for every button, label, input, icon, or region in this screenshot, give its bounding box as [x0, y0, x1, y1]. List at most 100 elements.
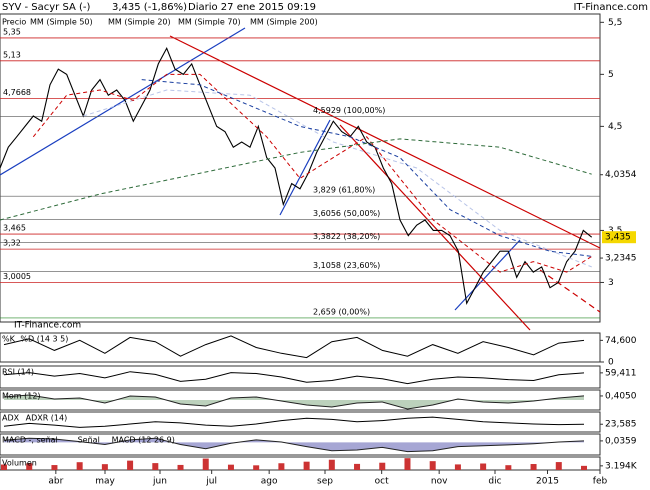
volume-bar [177, 464, 184, 470]
indicator-line [3, 416, 585, 428]
indicator-line [3, 335, 585, 359]
x-tick-label: dic [488, 477, 501, 487]
y-tick-label: 3,5 [608, 226, 622, 236]
x-tick-label: may [95, 477, 115, 487]
x-tick-label: jul [205, 477, 217, 487]
volume-bar [530, 464, 537, 470]
indicator-value: 3.194K [605, 461, 638, 471]
volume-bar [555, 462, 562, 470]
y-tick-label: 5,5 [608, 18, 622, 28]
price-line [0, 47, 593, 306]
legend-entry: MM (Simple 50) [30, 18, 93, 27]
indicator-panel [0, 389, 601, 411]
volume-bar [354, 463, 361, 470]
indicator-value: 59,411 [605, 368, 637, 378]
legend-entry: Precio [2, 18, 26, 27]
volume-bar [253, 465, 260, 470]
fib-label: 3,829 (61,80%) [313, 186, 375, 195]
last-price-box [602, 231, 636, 244]
source: IT-Finance.com [573, 2, 648, 13]
fib-label: 4,5929 (100,00%) [313, 106, 385, 115]
value-label: 4,0354 [605, 170, 637, 180]
level-label: 5,35 [3, 27, 21, 36]
volume-bar [480, 463, 487, 470]
watermark: IT-Finance.com [14, 321, 81, 331]
indicator-value: 23,585 [605, 420, 637, 430]
volume-bar [26, 463, 33, 470]
indicator-panel [0, 456, 601, 471]
y-tick-label: 0 [608, 358, 614, 368]
volume-bar [505, 465, 512, 470]
legend-entry: MM (Simple 200) [250, 18, 318, 27]
y-tick-label: 5 [608, 70, 614, 80]
x-tick-label: feb [593, 477, 608, 487]
fib-label: 3,6056 (50,00%) [313, 209, 380, 218]
volume-bar [127, 460, 134, 470]
x-tick-label: jun [152, 477, 167, 487]
last-price: 3,435 (-1,86%) [112, 2, 187, 13]
moving-average [83, 89, 592, 268]
trendline [339, 124, 531, 331]
indicator-line [3, 371, 585, 385]
level-label: 3,32 [3, 239, 21, 248]
y-tick-label: 3 [608, 278, 614, 288]
volume-bar [303, 461, 310, 470]
value-label: 3,2345 [605, 254, 637, 264]
moving-average [141, 79, 592, 257]
value-label: 3,435 [605, 233, 631, 243]
indicator-panel [0, 411, 601, 433]
level-label: 5,13 [3, 50, 21, 59]
indicator-panel [0, 433, 601, 456]
indicator-label: Mom (12) [2, 392, 41, 401]
indicator-label: Señal [78, 436, 100, 445]
indicator-label: MACD (12 26 9) [112, 436, 175, 445]
indicator-label: %D (14 3 5) [20, 335, 68, 344]
indicator-value: 74,600 [605, 336, 637, 346]
fib-label: 3,3822 (38,20%) [313, 232, 380, 241]
x-tick-label: oct [375, 477, 389, 487]
level-label: 3,0005 [3, 272, 31, 281]
indicator-value: 0,0359 [605, 436, 637, 446]
legend-entry: MM (Simple 20) [108, 18, 171, 27]
indicator-label: ADX [2, 414, 20, 423]
indicator-panel [0, 332, 601, 363]
indicator-line [3, 437, 585, 453]
volume-bar [278, 463, 285, 470]
level-label: 4,7668 [3, 88, 31, 97]
level-label: 3,465 [3, 224, 26, 233]
indicator-area [4, 438, 584, 452]
volume-bar [152, 463, 159, 470]
volume-bar [429, 461, 436, 470]
x-tick-label: nov [431, 477, 448, 487]
indicator-label: %K [2, 335, 16, 344]
x-tick-label: 2015 [536, 477, 559, 487]
trendline [169, 35, 601, 249]
x-tick-label: ago [261, 477, 278, 487]
indicator-label: MACD -, señal [2, 436, 58, 445]
price-panel [0, 13, 601, 323]
chart-title: SYV - Sacyr SA (-) [2, 2, 91, 13]
indicator-panel [0, 365, 601, 389]
x-tick-label: abr [48, 477, 63, 487]
volume-bar [379, 462, 386, 470]
volume-bar [1, 464, 7, 470]
indicator-value: 0,4050 [605, 391, 637, 401]
volume-bar [454, 464, 461, 470]
indicator-label: ADXR (14) [26, 414, 68, 423]
indicator-label: Volumen [2, 459, 37, 468]
volume-bar [581, 465, 587, 470]
legend-entry: MM (Simple 70) [178, 18, 241, 27]
volume-bar [76, 462, 83, 470]
volume-bar [202, 458, 209, 470]
volume-bar [404, 458, 411, 470]
volume-bar [328, 459, 335, 470]
indicator-label: RSI (14) [2, 368, 34, 377]
fib-label: 2,659 (0,00%) [313, 307, 370, 316]
indicator-area [4, 395, 584, 409]
indicator-line [3, 394, 585, 410]
fib-label: 3,1058 (23,60%) [313, 261, 380, 270]
date: Diario 27 ene 2015 09:19 [188, 2, 316, 13]
volume-bar [101, 464, 108, 470]
y-tick-label: 4,5 [608, 122, 622, 132]
